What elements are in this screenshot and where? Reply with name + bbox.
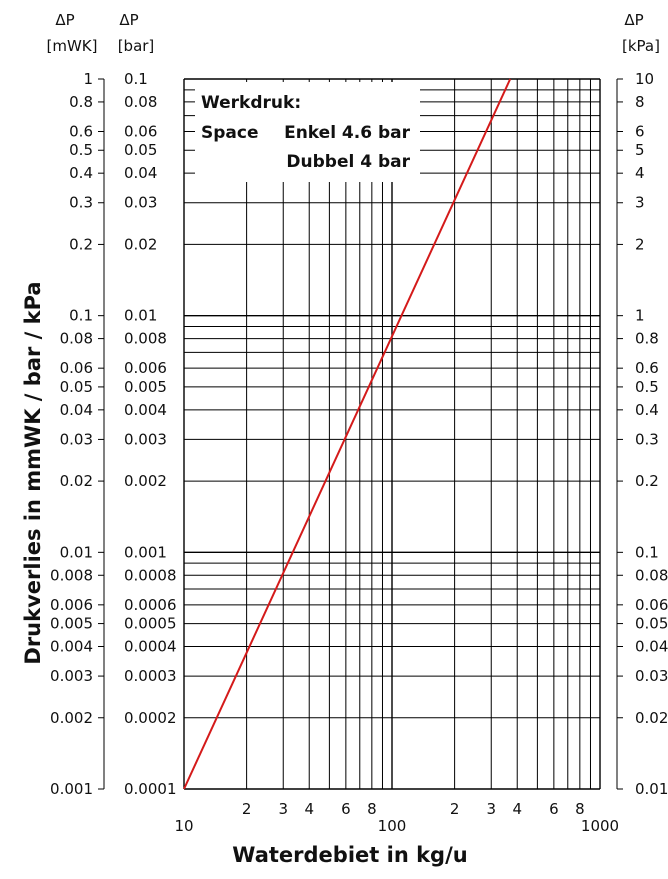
left-tick-label: 0.001	[50, 780, 93, 798]
x-tick-label: 8	[575, 800, 585, 818]
right-tick-label: 3	[635, 194, 645, 212]
mid-tick-label: 0.004	[124, 401, 167, 419]
left-tick-label: 0.008	[50, 566, 93, 584]
right-tick-label: 2	[635, 235, 645, 253]
mid-tick-label: 0.0005	[124, 615, 177, 633]
left-tick-label: 0.08	[60, 330, 93, 348]
left-tick-label: 0.006	[50, 596, 93, 614]
mid-tick-label: 0.1	[124, 70, 148, 88]
series-line	[183, 78, 512, 790]
annotation-line3: Dubbel 4 bar	[286, 152, 410, 172]
right-tick-label: 0.08	[635, 566, 668, 584]
left-tick-label: 1	[83, 70, 93, 88]
x-tick-label: 4	[512, 800, 522, 818]
right-tick-label: 0.3	[635, 430, 659, 448]
right-tick-label: 5	[635, 141, 645, 159]
x-axis-title: Waterdebiet in kg/u	[232, 843, 467, 867]
left-tick-label: 0.004	[50, 638, 93, 656]
left-tick-label: 0.05	[60, 378, 93, 396]
mid-tick-label: 0.0001	[124, 780, 177, 798]
left-axis-header-symbol: ΔP	[55, 11, 74, 29]
left-tick-label: 0.02	[60, 472, 93, 490]
right-tick-label: 0.5	[635, 378, 659, 396]
right-tick-label: 10	[635, 70, 654, 88]
mid-tick-label: 0.0003	[124, 667, 177, 685]
mid-tick-label: 0.005	[124, 378, 167, 396]
right-tick-label: 0.8	[635, 330, 659, 348]
x-tick-label: 2	[242, 800, 252, 818]
grid	[98, 78, 623, 790]
left-tick-label: 0.5	[69, 141, 93, 159]
left-tick-label: 0.8	[69, 93, 93, 111]
left-tick-label: 0.005	[50, 615, 93, 633]
right-tick-label: 0.4	[635, 401, 659, 419]
right-axis-header-symbol: ΔP	[624, 11, 643, 29]
x-tick-label: 8	[367, 800, 377, 818]
right-tick-label: 1	[635, 307, 645, 325]
x-tick-label: 6	[549, 800, 559, 818]
annotation-background	[195, 82, 420, 182]
mid-tick-label: 0.008	[124, 330, 167, 348]
mid-axis-header-symbol: ΔP	[119, 11, 138, 29]
right-tick-label: 0.02	[635, 709, 668, 727]
right-tick-label: 4	[635, 164, 645, 182]
mid-tick-label: 0.02	[124, 235, 157, 253]
left-tick-label: 0.01	[60, 543, 93, 561]
left-tick-label: 0.002	[50, 709, 93, 727]
mid-tick-label: 0.0008	[124, 566, 177, 584]
y-axis-title: Drukverlies in mmWK / bar / kPa	[21, 281, 45, 664]
x-tick-label: 6	[341, 800, 351, 818]
left-tick-label: 0.03	[60, 430, 93, 448]
annotation-line2a: Space	[201, 123, 259, 143]
left-tick-label: 0.6	[69, 123, 93, 141]
left-tick-label: 0.06	[60, 359, 93, 377]
mid-tick-label: 0.0006	[124, 596, 177, 614]
x-tick-label: 4	[304, 800, 314, 818]
mid-tick-label: 0.0004	[124, 638, 177, 656]
left-tick-label: 0.3	[69, 194, 93, 212]
mid-tick-label: 0.0002	[124, 709, 177, 727]
left-tick-label: 0.2	[69, 235, 93, 253]
mid-tick-label: 0.04	[124, 164, 157, 182]
right-tick-label: 0.1	[635, 543, 659, 561]
left-tick-label: 0.04	[60, 401, 93, 419]
mid-tick-label: 0.01	[124, 307, 157, 325]
right-tick-label: 6	[635, 123, 645, 141]
x-tick-label: 3	[278, 800, 288, 818]
mid-tick-label: 0.003	[124, 430, 167, 448]
mid-tick-label: 0.002	[124, 472, 167, 490]
annotation-line1: Werkdruk:	[201, 93, 301, 113]
series-layer	[183, 78, 512, 790]
left-tick-label: 0.1	[69, 307, 93, 325]
mid-tick-label: 0.08	[124, 93, 157, 111]
left-tick-label: 0.003	[50, 667, 93, 685]
left-tick-label: 0.4	[69, 164, 93, 182]
right-tick-label: 0.06	[635, 596, 668, 614]
annotation-line2b: Enkel 4.6 bar	[284, 123, 411, 143]
right-tick-label: 0.6	[635, 359, 659, 377]
mid-tick-label: 0.001	[124, 543, 167, 561]
right-tick-label: 0.2	[635, 472, 659, 490]
mid-tick-label: 0.03	[124, 194, 157, 212]
mid-tick-label: 0.006	[124, 359, 167, 377]
x-tick-label: 2	[450, 800, 460, 818]
right-tick-label: 8	[635, 93, 645, 111]
annotation-box: Werkdruk: Space Enkel 4.6 bar Dubbel 4 b…	[195, 82, 420, 182]
mid-axis-header-unit: [bar]	[118, 37, 155, 55]
x-tick-label: 3	[486, 800, 496, 818]
x-tick-label: 1000	[581, 817, 619, 835]
right-tick-label: 0.01	[635, 780, 668, 798]
right-tick-label: 0.04	[635, 638, 668, 656]
right-axis-header-unit: [kPa]	[622, 37, 660, 55]
tick-labels: 1 0.1 10 0.8 0.08 8 0.6 0.06 6 0.5 0.05 5 0.4 0.04 4 0.…	[50, 70, 668, 835]
mid-tick-label: 0.05	[124, 141, 157, 159]
mid-tick-label: 0.06	[124, 123, 157, 141]
right-tick-label: 0.05	[635, 615, 668, 633]
x-tick-label: 100	[378, 817, 407, 835]
right-tick-label: 0.03	[635, 667, 668, 685]
x-tick-label: 10	[174, 817, 193, 835]
left-axis-header-unit: [mWK]	[47, 37, 98, 55]
